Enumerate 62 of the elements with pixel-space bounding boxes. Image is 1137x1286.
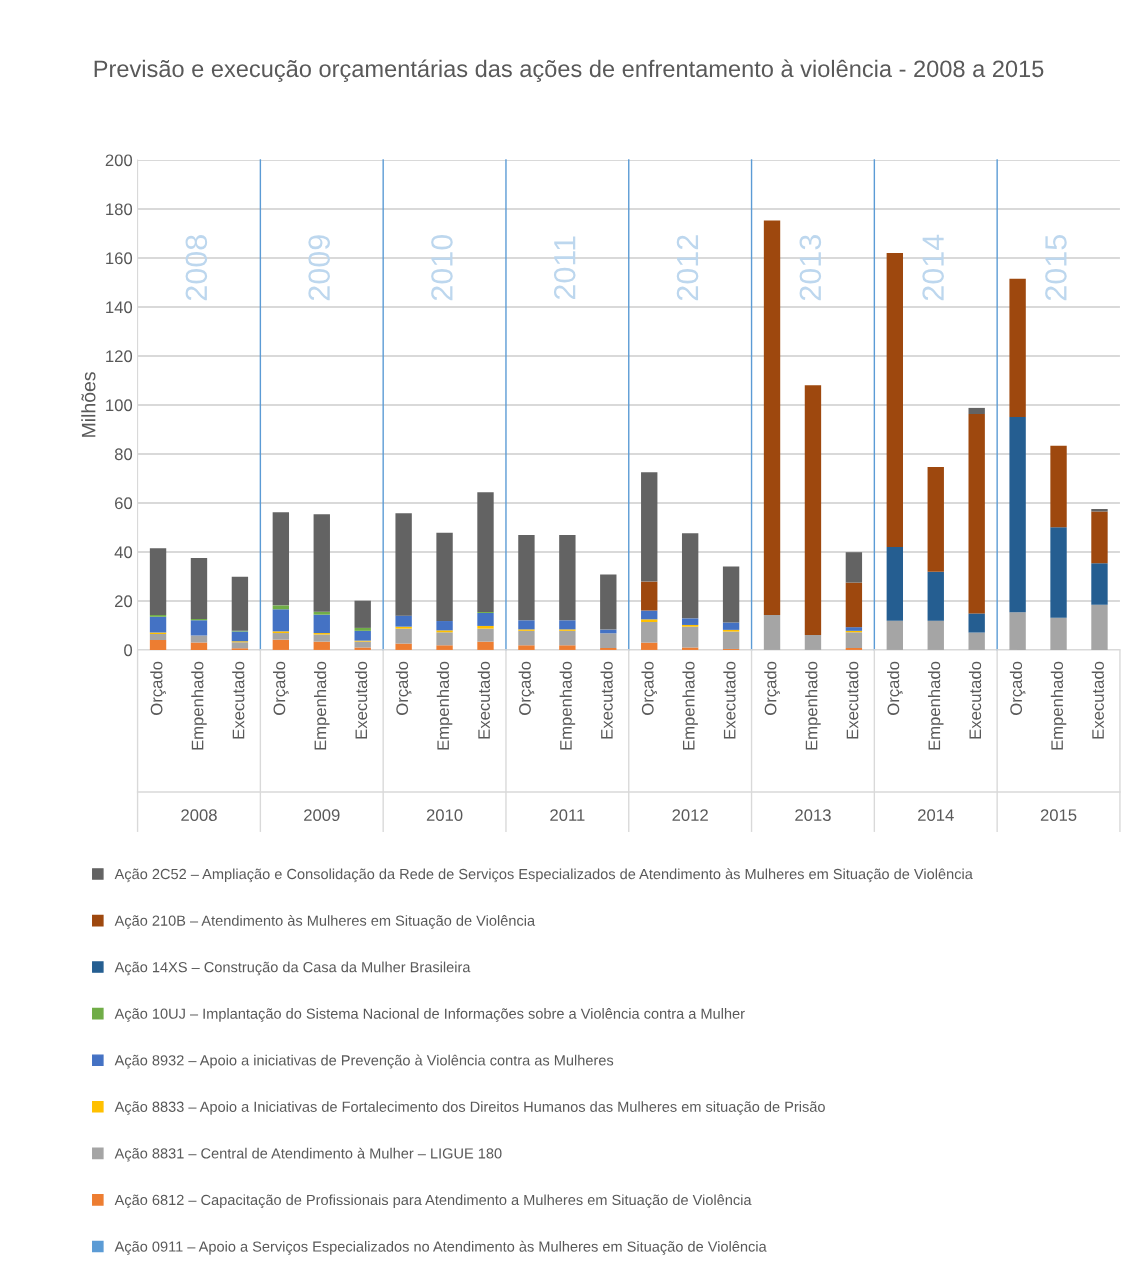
text: 2014 (918, 809, 954, 822)
y-tick-label: 120 (106, 350, 133, 363)
x-tick-label: Empenhado (805, 661, 821, 750)
y-tick-label: 0 (124, 644, 133, 657)
x-tick-label: Empenhado (559, 661, 576, 750)
x-tick-label: Orçado (887, 661, 903, 715)
chart-title: Previsão e execução orçamentárias das ações de enfrentamento à violência - 2008 a 2015 (94, 59, 1044, 82)
x-tick-label: Executado (232, 661, 245, 739)
annotation: 2015 (1045, 235, 1067, 301)
y-tick-label: 100 (106, 399, 133, 412)
x-tick-label: Orçado (641, 661, 658, 715)
legend-label: Ação 0911 – Apoio a Serviços Especializados no Atendimento às Mulheres em Situação de Violência (114, 1240, 767, 1255)
x-tick-label: Orçado (518, 661, 535, 715)
y-tick-label: 40 (114, 546, 133, 559)
x-tick-label: Orçado (1009, 661, 1026, 715)
annotation: 2013 (799, 235, 822, 301)
y-tick-label: 200 (105, 154, 133, 167)
legend-label: Ação 2C52 – Ampliação e Consolidação da Rede de Serviços Especializados de Atendimento às Mulheres em Situação de Violência (114, 868, 973, 883)
annotation: 2011 (553, 236, 576, 300)
text: 2013 (795, 809, 831, 822)
y-axis-title: Milhões (81, 372, 96, 437)
y-tick-label: 140 (106, 301, 133, 314)
annotation: 2008 (185, 235, 208, 301)
annotation: 2010 (431, 234, 453, 301)
x-tick-label: Orçado (395, 661, 412, 715)
y-tick-label: 80 (114, 448, 133, 461)
x-tick-label: Empenhado (682, 661, 698, 750)
text: 2008 (181, 809, 217, 822)
y-tick-label: 60 (115, 497, 133, 510)
legend-label: Ação 8831 – Central de Atendimento à Mulher – LIGUE 180 (114, 1147, 502, 1162)
x-tick-label: Executado (723, 661, 736, 739)
x-tick-label: Executado (354, 661, 368, 739)
x-tick-label: Executado (968, 661, 982, 739)
text: 2011 (550, 809, 585, 822)
x-tick-label: Empenhado (927, 661, 944, 750)
text: 2015 (1040, 809, 1077, 822)
x-tick-label: Empenhado (314, 661, 330, 750)
x-tick-label: Orçado (273, 661, 289, 715)
x-tick-label: Executado (846, 661, 859, 739)
text: 2012 (672, 809, 708, 822)
text: 2009 (304, 809, 340, 822)
annotation: 2014 (922, 234, 944, 301)
x-tick-label: Executado (600, 661, 613, 739)
y-tick-label: 20 (115, 595, 133, 608)
text: 2010 (426, 809, 463, 822)
x-tick-label: Empenhado (436, 661, 453, 750)
legend-label: Ação 10UJ – Implantação do Sistema Nacional de Informações sobre a Violência contra a Mulher (114, 1008, 745, 1022)
legend-label: Ação 8833 – Apoio a Iniciativas de Fortalecimento dos Direitos Humanos das Mulheres em situação de Prisão (114, 1101, 825, 1115)
annotation: 2012 (676, 235, 699, 301)
legend-label: Ação 210B – Atendimento às Mulheres em Situação de Violência (114, 914, 536, 929)
annotation: 2009 (308, 235, 330, 301)
x-tick-label: Orçado (764, 661, 780, 715)
x-tick-label: Empenhado (191, 661, 207, 750)
legend-label: Ação 14XS – Construção da Casa da Mulher Brasileira (114, 961, 471, 976)
legend-label: Ação 8932 – Apoio a iniciativas de Prevenção à Violência contra as Mulheres (114, 1054, 614, 1069)
y-tick-label: 180 (106, 203, 133, 216)
legend-label: Ação 6812 – Capacitação de Profissionais para Atendimento a Mulheres em Situação de Violência (114, 1194, 752, 1209)
y-tick-label: 160 (106, 252, 133, 265)
x-tick-label: Orçado (150, 661, 166, 715)
x-tick-label: Executado (1091, 661, 1104, 739)
x-tick-label: Executado (477, 661, 490, 739)
x-tick-label: Empenhado (1050, 661, 1067, 750)
